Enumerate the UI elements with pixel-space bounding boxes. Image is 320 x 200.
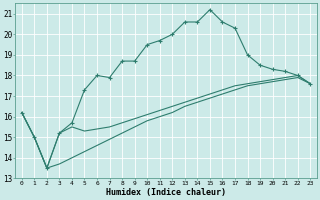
X-axis label: Humidex (Indice chaleur): Humidex (Indice chaleur) <box>106 188 226 197</box>
